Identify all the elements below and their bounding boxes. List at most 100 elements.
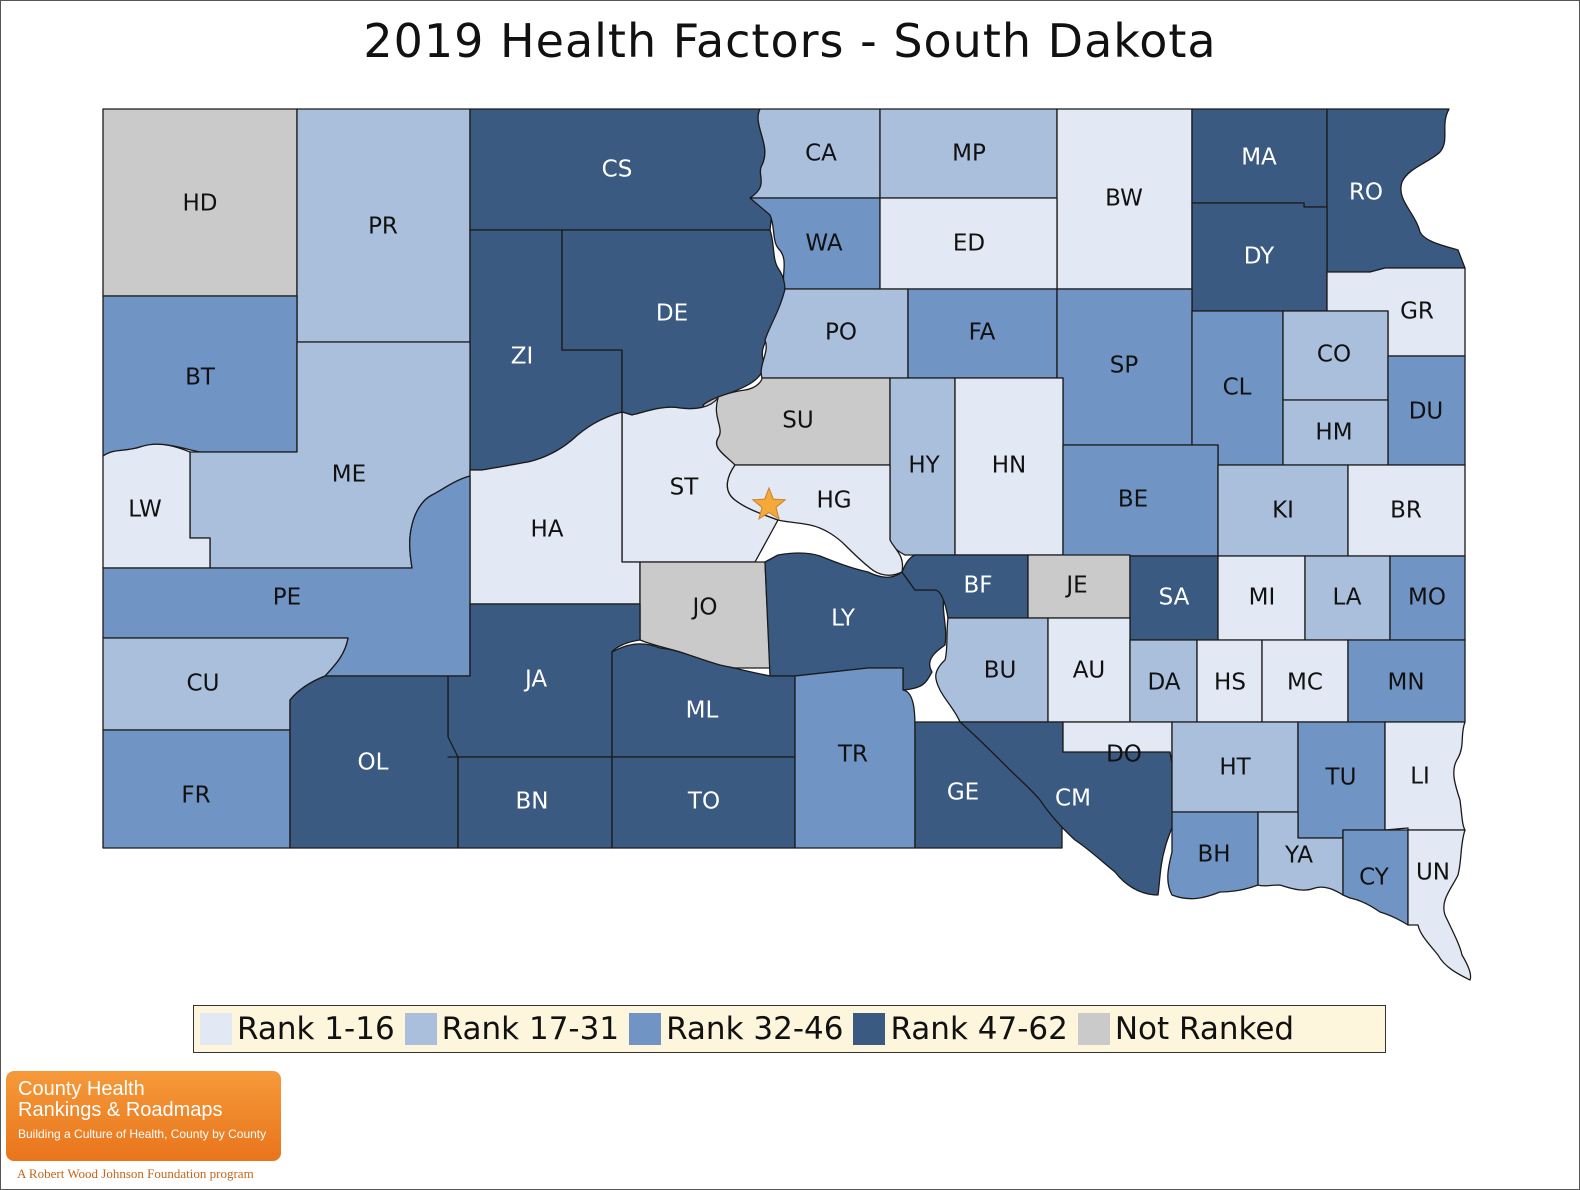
county-label-dy: DY <box>1244 244 1275 270</box>
county-label-ya: YA <box>1284 843 1313 869</box>
county-label-ro: RO <box>1349 180 1383 206</box>
county-label-cs: CS <box>602 157 633 183</box>
county-cm <box>959 721 1181 896</box>
legend-item-rank-1-16: Rank 1-16 <box>200 1011 395 1047</box>
county-label-mi: MI <box>1249 585 1276 611</box>
legend-swatch <box>629 1013 662 1045</box>
county-label-ma: MA <box>1241 145 1277 171</box>
county-label-mo: MO <box>1408 585 1446 611</box>
county-label-br: BR <box>1390 498 1422 524</box>
county-label-hn: HN <box>992 453 1027 479</box>
legend-label: Not Ranked <box>1114 1011 1295 1047</box>
county-label-lw: LW <box>128 497 161 523</box>
county-label-ca: CA <box>805 141 837 167</box>
foundation-credit: A Robert Wood Johnson Foundation program <box>17 1166 254 1181</box>
county-cy <box>1342 829 1409 926</box>
county-label-hm: HM <box>1315 420 1352 446</box>
south-dakota-map: HD PR CS CA MP BW MA RO WA ED DY GR BT ZI DE PO FA SP CL CO… <box>102 108 1472 981</box>
county-label-hy: HY <box>908 453 940 479</box>
county-ha <box>469 411 641 605</box>
county-label-au: AU <box>1073 658 1106 684</box>
legend-swatch <box>1077 1013 1110 1045</box>
legend-item-rank-32-46: Rank 32-46 <box>629 1011 843 1047</box>
legend-item-rank-17-31: Rank 17-31 <box>404 1011 620 1047</box>
county-label-du: DU <box>1409 399 1444 425</box>
county-label-po: PO <box>825 320 857 346</box>
county-label-ed: ED <box>953 231 985 257</box>
county-bn <box>447 756 613 849</box>
county-li <box>1384 721 1466 831</box>
county-label-je: JE <box>1064 573 1087 599</box>
county-label-jo: JO <box>691 595 718 621</box>
county-label-de: DE <box>656 301 688 327</box>
county-label-zi: ZI <box>511 344 534 370</box>
county-label-bf: BF <box>963 573 992 599</box>
county-ml <box>611 643 796 758</box>
legend-label: Rank 1-16 <box>237 1011 395 1047</box>
county-label-ge: GE <box>947 780 979 806</box>
county-label-bt: BT <box>185 365 216 391</box>
legend-swatch <box>853 1013 886 1045</box>
legend-label: Rank 17-31 <box>441 1011 620 1047</box>
county-label-su: SU <box>782 408 813 434</box>
county-label-to: TO <box>687 789 720 815</box>
county-label-mc: MC <box>1287 670 1323 696</box>
legend-swatch <box>200 1013 232 1045</box>
county-label-ol: OL <box>358 750 389 776</box>
logo-line-1: County Health <box>18 1078 145 1100</box>
county-label-bh: BH <box>1197 842 1230 868</box>
logo-line-2: Rankings & Roadmaps <box>18 1099 223 1121</box>
county-label-hd: HD <box>182 191 217 217</box>
legend-item-rank-47-62: Rank 47-62 <box>853 1011 1068 1047</box>
county-label-ly: LY <box>831 606 856 632</box>
county-label-sa: SA <box>1159 585 1190 611</box>
county-label-pe: PE <box>273 585 301 611</box>
legend-swatch <box>404 1013 437 1045</box>
county-label-sp: SP <box>1110 353 1139 379</box>
county-lw <box>102 443 211 569</box>
county-bu <box>935 617 1049 723</box>
county-label-un: UN <box>1416 860 1450 886</box>
county-label-me: ME <box>332 462 366 488</box>
legend-label: Rank 32-46 <box>666 1011 844 1047</box>
chrr-logo: County Health Rankings & Roadmaps Buildi… <box>6 1071 281 1161</box>
county-label-ki: KI <box>1272 498 1294 524</box>
county-label-cy: CY <box>1359 865 1390 891</box>
county-label-ha: HA <box>530 517 563 543</box>
county-label-fr: FR <box>181 783 210 809</box>
logo-tagline: Building a Culture of Health, County by … <box>18 1127 267 1141</box>
county-bh <box>1167 811 1259 900</box>
county-label-ht: HT <box>1219 755 1251 781</box>
legend-label: Rank 47-62 <box>890 1011 1068 1047</box>
county-label-mp: MP <box>952 141 986 167</box>
county-label-hs: HS <box>1214 670 1246 696</box>
county-label-st: ST <box>670 475 700 501</box>
map-title: 2019 Health Factors - South Dakota <box>363 14 1217 68</box>
county-label-bu: BU <box>984 658 1017 684</box>
county-label-tr: TR <box>837 742 868 768</box>
county-label-pr: PR <box>368 214 398 240</box>
county-label-cm: CM <box>1055 786 1091 812</box>
county-label-gr: GR <box>1400 299 1434 325</box>
county-label-mn: MN <box>1387 670 1424 696</box>
star-icon <box>751 486 787 521</box>
county-label-li: LI <box>1410 764 1430 790</box>
legend-item-not-ranked: Not Ranked <box>1077 1011 1295 1047</box>
county-ya <box>1257 811 1344 896</box>
county-label-ml: ML <box>686 698 719 724</box>
county-label-la: LA <box>1332 585 1361 611</box>
county-ro <box>1326 108 1466 273</box>
county-label-da: DA <box>1147 670 1180 696</box>
map-legend: Rank 1-16 Rank 17-31 Rank 32-46 Rank 47-… <box>193 1005 1386 1053</box>
county-label-cu: CU <box>187 671 220 697</box>
county-label-do: DO <box>1106 742 1142 768</box>
county-un <box>1407 829 1472 981</box>
county-label-co: CO <box>1317 342 1351 368</box>
county-label-ja: JA <box>523 667 547 693</box>
county-label-tu: TU <box>1325 765 1357 791</box>
county-label-cl: CL <box>1223 375 1252 401</box>
county-label-bw: BW <box>1105 186 1143 212</box>
county-label-bn: BN <box>516 789 549 815</box>
county-label-fa: FA <box>969 320 996 346</box>
county-label-be: BE <box>1118 487 1148 513</box>
